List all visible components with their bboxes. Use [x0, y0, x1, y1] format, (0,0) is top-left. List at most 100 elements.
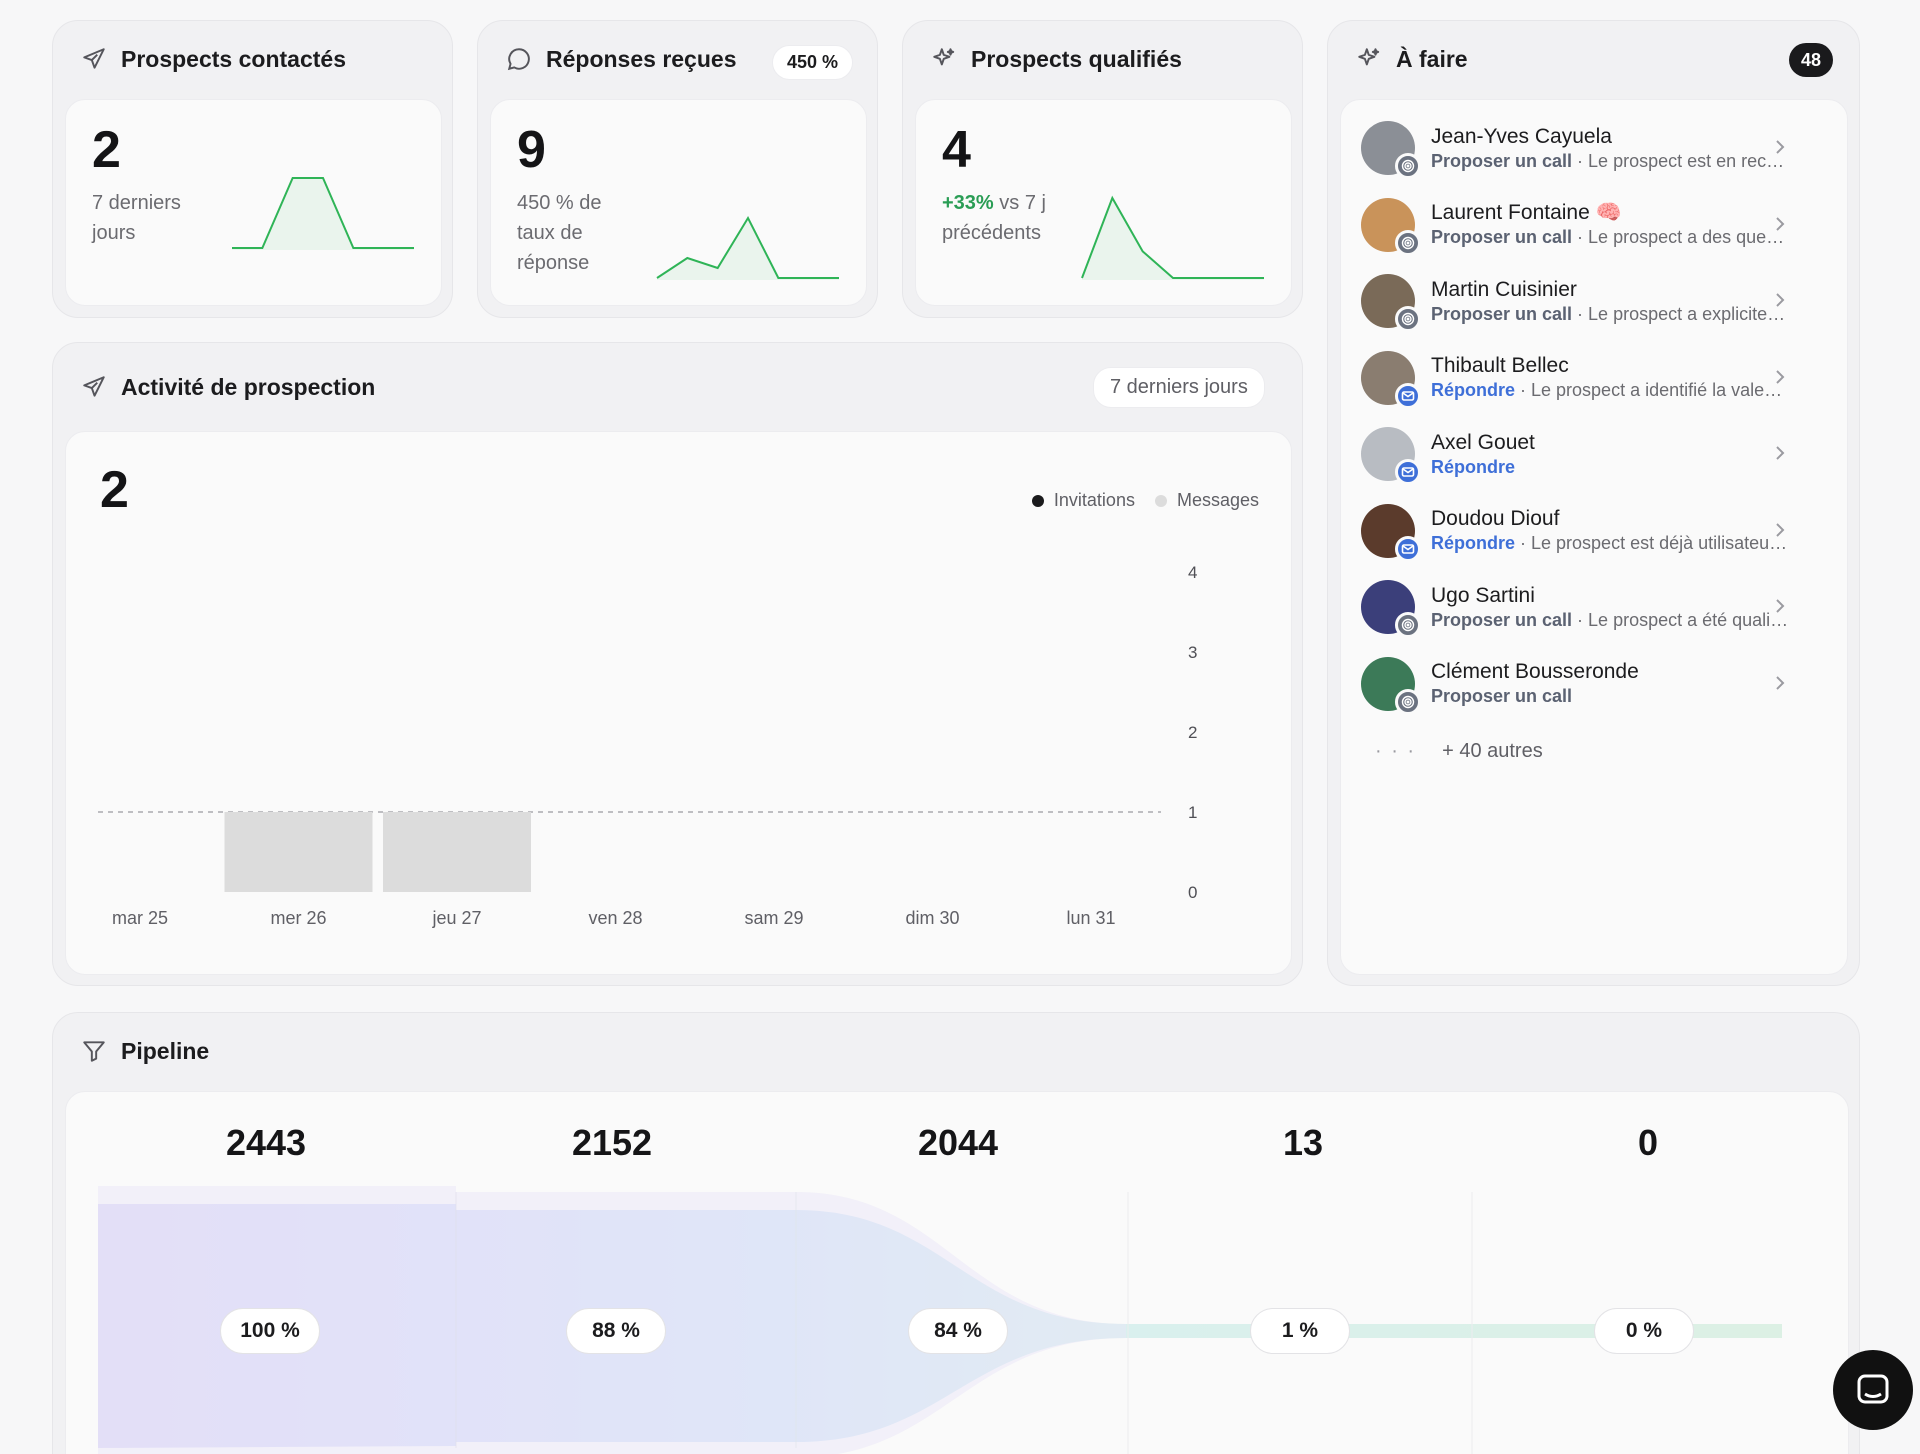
target-icon [1401, 695, 1415, 708]
chat-launcher-button[interactable] [1833, 1350, 1913, 1430]
stat-subtitle: +33% vs 7 j précédents [942, 188, 1062, 248]
todo-action: Répondre [1431, 380, 1516, 400]
mail-badge [1395, 382, 1421, 409]
avatar [1361, 274, 1421, 332]
pipeline-stage-count: 0 [1637, 1122, 1659, 1163]
avatar [1361, 197, 1421, 256]
todo-card: À faire 48 Jean-Yves Cayuela Proposer un … [1327, 20, 1860, 986]
todo-item[interactable]: Ugo Sartini Proposer un call · Le prospec… [1341, 569, 1817, 645]
legend-invitations: Invitations [1031, 490, 1135, 511]
avatar [1361, 503, 1421, 562]
sparkline-line [232, 177, 414, 249]
todo-item[interactable]: Thibault Bellec Répondre · Le prospect a … [1341, 340, 1817, 416]
target-icon [1401, 159, 1415, 173]
todo-contact-name: Ugo Sartini [1431, 583, 1535, 607]
todo-item[interactable]: Martin Cuisinier Proposer un call · Le pr… [1341, 263, 1817, 339]
bar-messages[interactable] [383, 812, 531, 892]
todo-more-row[interactable]: · · · + 40 autres [1375, 740, 1543, 763]
x-tick-label: dim 30 [905, 908, 959, 928]
stat-value: 4 [942, 121, 971, 179]
sparkline-area [657, 218, 839, 280]
pipeline-stage-percent: 88 % [566, 1308, 666, 1354]
x-tick-label: lun 31 [1066, 908, 1115, 928]
y-tick-label: 4 [1188, 563, 1197, 582]
x-tick-label: sam 29 [744, 908, 803, 928]
stat-subtitle: 450 % de taux de réponse [517, 192, 602, 274]
chevron-right-icon [1776, 522, 1785, 537]
legend-dot-invitations [1031, 495, 1044, 508]
pipeline-card: Pipeline 2443 100 % 2152 88 % 2044 84 % 13 1 % 0… [52, 1012, 1860, 1454]
sparkline-area [1082, 198, 1264, 280]
chat-bubble-icon [507, 48, 530, 71]
todo-contact-name: Doudou Diouf [1431, 507, 1560, 530]
x-tick-label: jeu 27 [431, 908, 481, 928]
stat-subtitle: 7 derniers jours [92, 192, 181, 244]
y-tick-label: 0 [1188, 883, 1197, 902]
todo-list: Jean-Yves Cayuela Proposer un call · Le p… [1340, 99, 1848, 975]
avatar [1361, 427, 1421, 485]
todo-text: Laurent Fontaine 🧠 Proposer un call · Le … [1431, 201, 1791, 248]
todo-action-line: Répondre · Le prospect est déjà utilisat… [1431, 533, 1791, 554]
avatar [1361, 121, 1421, 179]
legend-messages: Messages [1154, 490, 1259, 511]
stat-body: 2 7 derniers jours [65, 99, 442, 306]
todo-action: Proposer un call [1431, 609, 1573, 630]
target-badge [1395, 153, 1421, 179]
stat-card-qualified: Prospects qualifiés 4 +33% vs 7 j précéd… [902, 20, 1303, 318]
todo-item[interactable]: Jean-Yves Cayuela Proposer un call · Le p… [1341, 110, 1817, 186]
activity-total: 2 [100, 461, 129, 519]
todo-action-line: Proposer un call [1431, 686, 1791, 707]
todo-action-line: Proposer un call · Le prospect a des que… [1431, 227, 1791, 248]
avatar [1361, 350, 1421, 409]
todo-detail: · Le prospect a des questions sur l'offr… [1577, 227, 1791, 247]
sparkline-contacted [232, 177, 414, 250]
reply-rate-badge: 450 % [772, 45, 854, 80]
todo-detail: · Le prospect est déjà utilisateur de [1515, 533, 1791, 553]
pipeline-stage-percent: 1 % [1250, 1308, 1350, 1354]
pipeline-stage-percent: 84 % [908, 1308, 1008, 1354]
todo-text: Martin Cuisinier Proposer un call · Le pr… [1431, 278, 1791, 325]
x-tick-label: ven 28 [588, 908, 642, 928]
stat-card-header: Prospects qualifiés [931, 41, 1182, 77]
todo-detail: · Le prospect a explicitement demandé [1577, 303, 1791, 324]
todo-item[interactable]: Doudou Diouf Répondre · Le prospect est d… [1341, 493, 1817, 569]
activity-body: 2 Invitations Messages 0 1 2 3 4 mar 25 mer 26… [65, 431, 1292, 975]
mail-icon [1401, 543, 1415, 554]
mail-icon [1401, 467, 1415, 477]
todo-action: Répondre [1431, 533, 1516, 553]
stat-value: 2 [92, 121, 121, 179]
bar-messages[interactable] [224, 812, 373, 892]
mail-icon [1401, 390, 1415, 401]
avatar [1361, 580, 1421, 638]
activity-title: Activité de prospection [121, 373, 376, 400]
pipeline-stage-count: 13 [1282, 1122, 1324, 1163]
todo-detail: · Le prospect est en recherche de soluti… [1577, 150, 1791, 171]
todo-text: Doudou Diouf Répondre · Le prospect est d… [1431, 507, 1791, 554]
y-tick-label: 3 [1188, 643, 1197, 662]
todo-item[interactable]: Clément Bousseronde Proposer un call [1341, 646, 1817, 722]
todo-text: Ugo Sartini Proposer un call · Le prospec… [1431, 584, 1791, 631]
pipeline-stage-count: 2044 [917, 1122, 999, 1163]
todo-text: Jean-Yves Cayuela Proposer un call · Le p… [1431, 125, 1791, 172]
todo-action-line: Proposer un call · Le prospect a été qua… [1431, 610, 1791, 631]
pipeline-stage-count: 2443 [225, 1122, 307, 1163]
chevron-right-icon [1776, 675, 1785, 690]
todo-action-line: Proposer un call · Le prospect est en re… [1431, 151, 1791, 172]
todo-text: Axel Gouet Répondre [1431, 431, 1791, 478]
todo-text: Clément Bousseronde Proposer un call [1431, 660, 1791, 707]
y-tick-label: 1 [1188, 803, 1197, 822]
target-badge [1395, 612, 1421, 638]
pipeline-title: Pipeline [121, 1037, 210, 1064]
period-selector[interactable]: 7 derniers jours [1093, 367, 1265, 408]
x-tick-label: mar 25 [112, 908, 168, 928]
send-icon [83, 376, 105, 397]
pipeline-stage-percent: 0 % [1594, 1308, 1694, 1354]
todo-item[interactable]: Laurent Fontaine 🧠 Proposer un call · Le … [1341, 187, 1817, 263]
pipeline-header: Pipeline [81, 1033, 209, 1069]
activity-bar-chart: 0 1 2 3 4 mar 25 mer 26 jeu 27 ven 28 sam 29 dim 3… [98, 563, 1197, 928]
todo-contact-name: Martin Cuisinier [1431, 277, 1577, 301]
send-icon [83, 48, 105, 69]
todo-item[interactable]: Axel Gouet Répondre [1341, 416, 1817, 492]
chevron-right-icon [1776, 293, 1785, 307]
funnel-icon [83, 1041, 105, 1062]
